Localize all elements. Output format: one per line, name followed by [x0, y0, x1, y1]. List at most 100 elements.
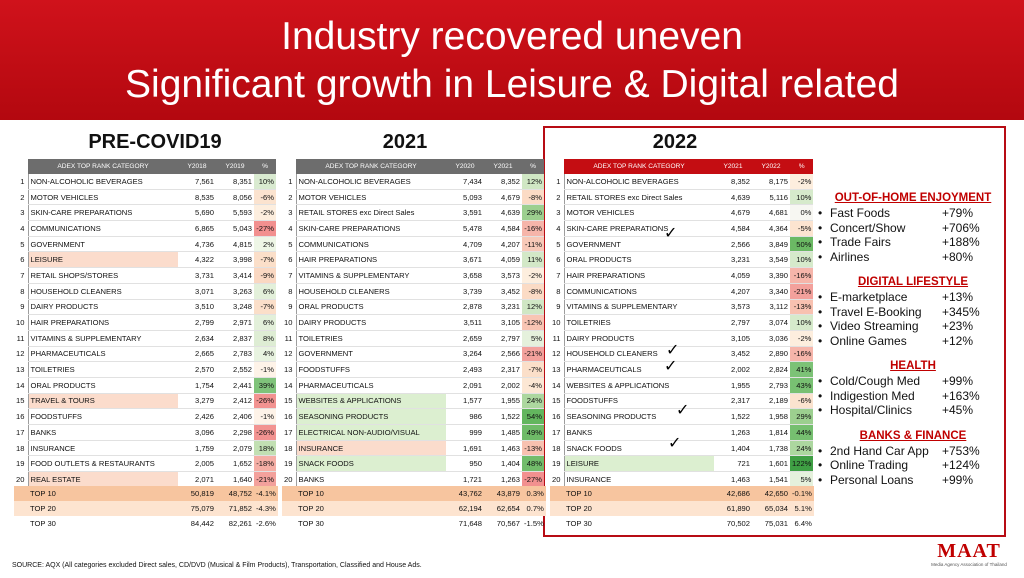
table-row: 3 RETAIL STORES exc Direct Sales 3,591 4,63…: [282, 204, 544, 222]
maat-logo: MAAT Media Agency Association of Thailan…: [924, 540, 1014, 574]
totals-row: TOP 10 50,819 48,752 -4.1%: [14, 486, 278, 501]
value-curr-cell: 1,541: [752, 471, 790, 488]
table-pre-covid: ADEX TOP RANK CATEGORY Y2018 Y2019% 1 NON-AL…: [14, 159, 276, 488]
category-cell: LEISURE: [563, 455, 714, 473]
totals-curr: 71,852: [228, 504, 252, 513]
pct-change-cell: -9%: [254, 267, 276, 284]
bullet-icon: •: [818, 458, 823, 472]
bullet-icon: •: [818, 290, 823, 304]
totals-curr: 42,650: [764, 489, 788, 498]
category-cell: GOVERNMENT: [563, 236, 714, 253]
highlight-item: • Online Games +12%: [818, 334, 1008, 349]
totals-label: TOP 20: [30, 504, 56, 513]
value-curr-cell: 1,485: [484, 424, 522, 441]
totals-row: TOP 30 84,442 82,261 -2.6%: [14, 516, 278, 531]
totals-label: TOP 30: [566, 519, 592, 528]
value-curr-cell: 3,340: [752, 283, 790, 300]
pct-change-cell: 44%: [790, 424, 814, 441]
table-row: 10 TOILETRIES 2,797 3,074 10%: [550, 314, 814, 331]
table-row: 14 PHARMACEUTICALS 2,091 2,002 -4%: [282, 377, 544, 394]
value-curr-cell: 4,681: [752, 204, 790, 222]
section-title: OUT-OF-HOME ENJOYMENT: [834, 192, 992, 204]
value-prev-cell: 4,736: [178, 236, 216, 253]
totals-pct: -2.6%: [256, 519, 276, 528]
item-label: Online Games: [830, 333, 907, 348]
column-header: Y2021: [714, 159, 752, 174]
category-cell: HOUSEHOLD CLEANERS: [563, 346, 714, 363]
value-prev-cell: 3,511: [446, 314, 484, 331]
value-prev-cell: 950: [446, 455, 484, 473]
totals-curr: 65,034: [764, 504, 788, 513]
check-icon: ✓: [666, 342, 680, 359]
title-banner: Industry recovered uneven Significant gr…: [0, 0, 1024, 120]
value-prev-cell: 2,665: [178, 346, 216, 363]
pct-change-cell: -13%: [522, 440, 544, 457]
section-title: HEALTH: [890, 360, 936, 372]
totals-prev: 71,648: [458, 519, 482, 528]
table-row: 15 TRAVEL & TOURS 3,279 2,412 -26%: [14, 393, 276, 410]
value-prev-cell: 1,759: [178, 440, 216, 457]
category-cell: SKIN-CARE PREPARATIONS: [27, 204, 178, 222]
heading-pre-covid: PRE-COVID19: [88, 131, 222, 153]
table-row: 18 INSURANCE 1,759 2,079 18%: [14, 440, 276, 457]
table-row: 18 SNACK FOODS 1,404 1,738 24%: [550, 440, 814, 457]
rank-cell: 5: [20, 239, 25, 249]
value-prev-cell: 3,231: [714, 251, 752, 269]
value-curr-cell: 4,815: [216, 236, 254, 253]
value-curr-cell: 4,639: [484, 204, 522, 222]
rank-cell: 13: [16, 365, 25, 375]
heading-2021: 2021: [382, 131, 428, 153]
category-cell: ELECTRICAL NON-AUDIO/VISUAL: [295, 424, 446, 441]
value-prev-cell: 4,059: [714, 267, 752, 284]
category-cell: INSURANCE: [27, 440, 178, 457]
table-row: 4 SKIN-CARE PREPARATIONS 4,584 4,364 -5%: [550, 220, 814, 237]
table-row: 20 INSURANCE 1,463 1,541 5%: [550, 471, 814, 488]
value-curr-cell: 1,652: [216, 455, 254, 473]
pct-change-cell: 5%: [790, 471, 814, 488]
value-curr-cell: 2,783: [216, 346, 254, 363]
rank-cell: 9: [556, 302, 561, 312]
category-cell: NON-ALCOHOLIC BEVERAGES: [27, 174, 178, 190]
rank-cell: 10: [284, 318, 293, 328]
value-prev-cell: 7,434: [446, 174, 484, 190]
category-cell: WEBSITES & APPLICATIONS: [563, 377, 714, 394]
pct-change-cell: -13%: [790, 299, 814, 316]
bullet-icon: •: [818, 220, 823, 235]
category-cell: MOTOR VEHICLES: [295, 189, 446, 206]
totals-prev: 84,442: [190, 519, 214, 528]
bullet-icon: •: [818, 472, 823, 487]
category-cell: GOVERNMENT: [27, 236, 178, 253]
table-row: 12 HOUSEHOLD CLEANERS 3,452 2,890 -16%: [550, 346, 814, 363]
rank-cell: 3: [20, 208, 25, 218]
column-header: Y2020: [446, 159, 484, 174]
category-cell: GOVERNMENT: [295, 346, 446, 363]
value-prev-cell: 5,690: [178, 204, 216, 222]
pct-change-cell: 18%: [254, 440, 276, 457]
table-row: 11 TOILETRIES 2,659 2,797 5%: [282, 330, 544, 347]
table-2021: ADEX TOP RANK CATEGORY Y2020 Y2021% 1 NON-AL…: [282, 159, 544, 488]
category-cell: HAIR PREPARATIONS: [27, 314, 178, 331]
column-header: ADEX TOP RANK CATEGORY: [296, 159, 446, 174]
value-prev-cell: 2,634: [178, 330, 216, 347]
category-cell: PHARMACEUTICALS: [27, 346, 178, 363]
column-header: Y2022: [752, 159, 790, 174]
category-cell: DAIRY PRODUCTS: [27, 299, 178, 316]
item-value: +12%: [942, 333, 974, 348]
highlight-item: • Airlines +80%: [818, 250, 1008, 265]
value-curr-cell: 5,593: [216, 204, 254, 222]
rank-cell: 11: [16, 333, 25, 343]
totals-pct: 0.7%: [526, 504, 544, 513]
item-value: +345%: [942, 304, 980, 319]
totals-row: TOP 30 70,502 75,031 6.4%: [550, 516, 814, 531]
highlight-item: • Online Trading +124%: [818, 458, 1008, 473]
table-row: 12 GOVERNMENT 3,264 2,566 -21%: [282, 346, 544, 363]
check-icon: ✓: [664, 358, 678, 375]
totals-prev: 62,194: [458, 504, 482, 513]
rank-cell: 9: [288, 302, 293, 312]
category-cell: COMMUNICATIONS: [27, 220, 178, 237]
value-curr-cell: 1,958: [752, 408, 790, 425]
rank-cell: 19: [552, 459, 561, 469]
value-prev-cell: 3,105: [714, 330, 752, 347]
bullet-icon: •: [818, 304, 823, 319]
table-row: 16 SEASONING PRODUCTS 1,522 1,958 29%: [550, 408, 814, 425]
